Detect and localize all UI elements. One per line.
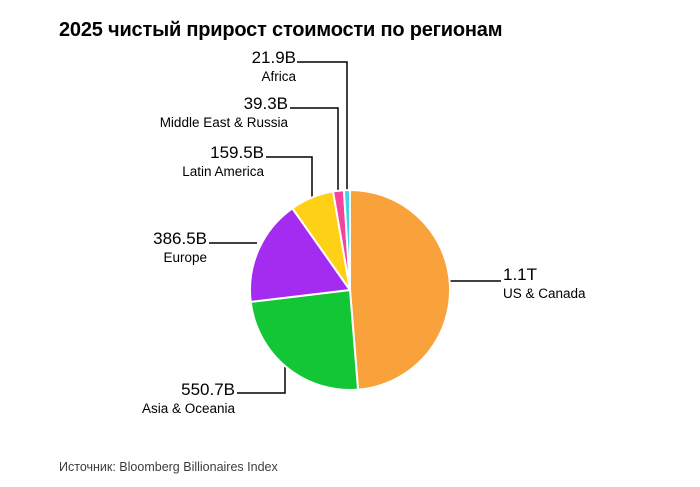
label-africa-value: 21.9B [251,48,296,67]
pie-slice-us-canada [349,189,452,391]
label-africa: 21.9B Africa [252,48,296,85]
label-latin-america: 159.5B Latin America [182,143,264,180]
label-us-canada: 1.1T US & Canada [503,265,586,302]
label-africa-name: Africa [261,69,296,84]
label-europe-value: 386.5B [153,229,207,248]
label-us-canada-name: US & Canada [503,286,586,301]
label-latin-america-name: Latin America [182,164,264,179]
label-middle-east-russia-name: Middle East & Russia [159,115,288,130]
chart-title: 2025 чистый прирост стоимости по региона… [59,19,503,41]
connector-middle-east-russia [290,107,339,192]
label-europe: 386.5B Europe [153,229,207,266]
label-asia-oceania: 550.7B Asia & Oceania [142,380,235,417]
label-europe-name: Europe [163,250,207,265]
label-latin-america-value: 159.5B [210,143,264,162]
source-note: Источник: Bloomberg Billionaires Index [59,460,278,474]
pie-slice-africa [342,189,351,291]
pie-slice-europe [249,207,351,303]
connector-latin-america [266,156,313,198]
connector-africa [297,61,348,190]
connector-asia-oceania [237,367,286,394]
pie-slices [249,189,452,392]
label-asia-oceania-value: 550.7B [181,380,235,399]
label-asia-oceania-name: Asia & Oceania [141,401,235,416]
label-us-canada-value: 1.1T [503,265,538,284]
label-middle-east-russia-value: 39.3B [243,94,288,113]
label-middle-east-russia: 39.3B Middle East & Russia [160,94,288,131]
pie-slice-asia-oceania [249,289,360,392]
